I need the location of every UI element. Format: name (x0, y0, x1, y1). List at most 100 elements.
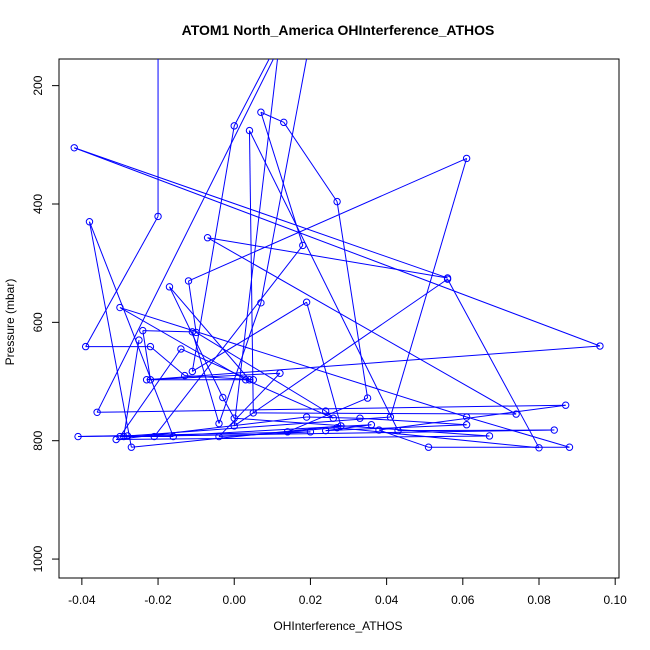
data-point (85, 218, 94, 226)
data-point (188, 328, 197, 336)
series-segment (153, 245, 304, 437)
series-segment (337, 427, 540, 449)
x-axis: -0.04 -0.02 0.00 0.02 0.04 0.06 0.08 0.10 (68, 577, 628, 607)
series-segment (169, 286, 224, 398)
data-point (188, 367, 197, 376)
data-point (81, 342, 90, 351)
data-point (181, 371, 189, 380)
x-tick-label: 0.10 (604, 593, 628, 607)
series-segment (119, 348, 182, 437)
data-point (177, 345, 185, 353)
x-tick-label: 0.00 (223, 593, 247, 607)
data-point (363, 394, 372, 402)
data-point (249, 376, 257, 384)
data-point (276, 369, 284, 377)
series-segment (248, 130, 254, 413)
data-point (116, 303, 124, 312)
series-lines (74, 59, 601, 449)
data-point (127, 443, 136, 451)
data-point (443, 275, 452, 283)
data-point (386, 413, 395, 421)
data-point (333, 197, 341, 206)
x-tick-label: 0.02 (299, 593, 323, 607)
series-points (70, 108, 604, 452)
y-axis: 200 400 600 800 1000 (31, 75, 60, 572)
series-segment (119, 307, 467, 418)
series-segment (306, 416, 360, 419)
data-point (257, 299, 265, 307)
series-segment (233, 59, 270, 127)
x-axis-label: OHInterference_ATHOS (273, 619, 402, 633)
y-tick-label: 600 (31, 312, 45, 332)
series-segment (195, 331, 326, 412)
series-segment (234, 417, 490, 437)
series-segment (119, 429, 555, 438)
series-segment (249, 130, 399, 431)
data-point (146, 342, 155, 351)
data-point (394, 426, 402, 435)
data-point (93, 408, 101, 416)
data-point (302, 413, 311, 421)
series-segment (150, 346, 186, 376)
series-segment (260, 111, 284, 123)
data-point (154, 212, 162, 221)
series-segment (466, 416, 570, 448)
series-segment (218, 302, 262, 424)
series-segment (378, 404, 566, 431)
data-point (245, 376, 254, 384)
data-point (424, 443, 433, 451)
data-point (329, 414, 337, 422)
series-segment (131, 425, 341, 448)
series-segment (74, 147, 448, 279)
data-point (283, 428, 292, 436)
series-segment (222, 397, 235, 419)
series-segment (88, 221, 132, 448)
data-point (142, 376, 151, 384)
data-point (321, 407, 330, 415)
series-segment (116, 416, 307, 441)
series-segment (207, 237, 448, 279)
data-point (462, 154, 471, 163)
data-point (245, 126, 254, 135)
series-segment (89, 221, 174, 437)
y-axis-label: Pressure (mbar) (3, 279, 17, 366)
data-point (375, 426, 383, 434)
data-point (112, 435, 120, 444)
data-point (184, 277, 193, 285)
series-segment (336, 201, 369, 399)
series-segment (119, 307, 246, 381)
series-segment (245, 379, 334, 419)
series-segment (260, 112, 304, 246)
data-point (333, 423, 341, 432)
data-point (302, 298, 311, 306)
data-point (321, 426, 330, 435)
series-segment (359, 417, 467, 426)
data-point (123, 432, 132, 440)
data-point (485, 432, 494, 440)
data-point (561, 401, 570, 409)
data-point (462, 413, 471, 421)
data-point (135, 336, 143, 344)
series-segment (123, 340, 140, 437)
series-segment (180, 348, 250, 381)
series-segment (146, 372, 280, 381)
series-segment (260, 59, 308, 303)
data-point (150, 432, 158, 441)
series-segment (287, 397, 368, 433)
chart-title: ATOM1 North_America OHInterference_ATHOS (182, 22, 495, 38)
x-tick-label: 0.06 (451, 593, 475, 607)
plot-box (58, 58, 620, 579)
data-point (596, 342, 604, 350)
data-point (165, 283, 174, 291)
data-point (280, 118, 288, 127)
data-point (230, 122, 238, 130)
series-segment (325, 424, 372, 432)
series-segment (188, 157, 467, 282)
data-point (74, 432, 82, 441)
data-point (169, 432, 177, 441)
series-segment (306, 302, 342, 427)
data-point (241, 376, 250, 384)
series-segment (85, 216, 159, 347)
series-segment (283, 122, 338, 202)
